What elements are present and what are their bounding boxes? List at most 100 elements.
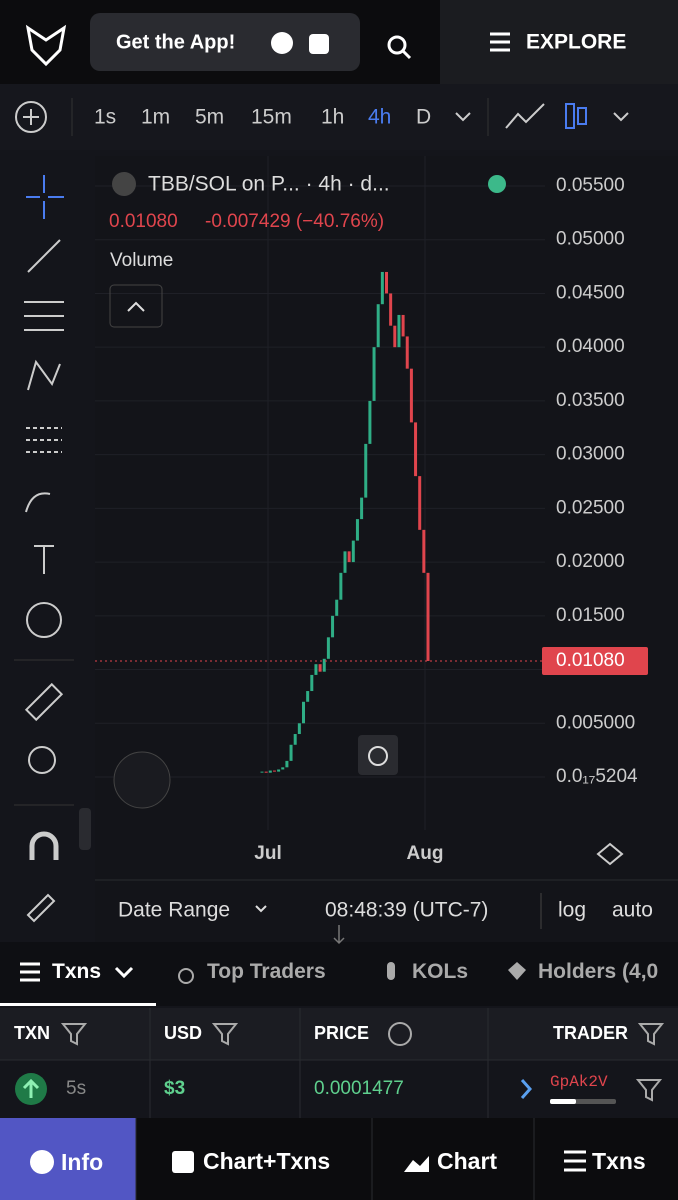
dropdown[interactable] (613, 112, 629, 122)
txn-age: 5s (66, 1078, 87, 1099)
y-tick-label: 0.05500 (556, 175, 625, 196)
magnet-tool[interactable] (29, 831, 59, 860)
candle (360, 497, 364, 520)
candle (351, 540, 355, 563)
interval-button[interactable]: 1m (141, 106, 170, 129)
dropdown (114, 966, 134, 979)
date-bar-bg (95, 880, 678, 942)
candle (397, 314, 401, 348)
auto-toggle[interactable]: auto (612, 899, 653, 922)
candle (376, 304, 380, 348)
projection-tool[interactable] (26, 427, 62, 453)
candle (335, 599, 339, 616)
mic-icon (387, 962, 395, 980)
y-tick-label: 0.005000 (556, 712, 635, 733)
candle (426, 572, 430, 661)
nav-item[interactable]: Chart+Txns (203, 1148, 331, 1174)
filter-icon[interactable] (637, 1023, 665, 1046)
line-tool[interactable] (27, 239, 61, 273)
interval-button[interactable]: 1h (321, 106, 344, 129)
last-price-tag-text: 0.01080 (556, 650, 625, 671)
trophy-icon (178, 968, 194, 984)
crosshair-tool[interactable] (26, 175, 64, 219)
collapse-volume[interactable] (109, 284, 163, 328)
tab[interactable]: KOLs (412, 960, 469, 983)
interval-button[interactable]: 1s (94, 106, 116, 129)
tv-logo[interactable] (113, 751, 171, 809)
get-app-button[interactable] (90, 13, 360, 71)
fib-tool[interactable] (24, 301, 64, 331)
log-toggle[interactable]: log (558, 899, 586, 922)
tab[interactable]: Top Traders (207, 960, 326, 983)
menu-icon (490, 32, 510, 52)
candle (281, 767, 285, 770)
brush-tool[interactable] (25, 492, 51, 513)
interval-button[interactable]: 15m (251, 106, 292, 129)
status-dot (488, 175, 506, 193)
candle (297, 723, 301, 735)
candle-icon[interactable] (565, 103, 575, 129)
nav-item[interactable]: Txns (592, 1148, 646, 1174)
candle (339, 572, 343, 600)
candle (385, 271, 388, 294)
nav-item[interactable]: Info (61, 1149, 104, 1175)
column-header: TRADER (553, 1023, 628, 1043)
filter-icon[interactable] (60, 1023, 88, 1046)
price-toggle[interactable] (388, 1022, 412, 1046)
last-price-tag (542, 646, 648, 675)
line-chart-icon[interactable] (505, 103, 545, 129)
resize-handle[interactable] (333, 925, 345, 945)
dropdown (255, 905, 267, 913)
tab[interactable]: Holders (4,0 (538, 960, 659, 983)
y-tick-label: 0.04500 (556, 282, 625, 303)
usd: $3 (164, 1078, 186, 1099)
volume-label: Volume (110, 250, 173, 271)
emoji-tool[interactable] (26, 602, 62, 638)
x-tick-label: Jul (254, 843, 281, 864)
add-icon[interactable] (15, 101, 47, 133)
search-icon[interactable] (387, 35, 407, 55)
price: 0.0001477 (314, 1078, 404, 1099)
ruler-tool[interactable] (24, 682, 64, 722)
zoom-tool[interactable] (28, 746, 56, 774)
lock-tool[interactable] (26, 893, 56, 923)
candle (405, 336, 409, 369)
date-range[interactable]: Date Range (118, 899, 230, 922)
text-tool[interactable] (34, 545, 54, 574)
logo[interactable] (25, 24, 67, 67)
filter-icon[interactable] (211, 1023, 239, 1046)
filter-icon[interactable] (635, 1079, 663, 1102)
trader[interactable]: GpAk2V (550, 1073, 608, 1091)
dropdown[interactable] (455, 112, 471, 122)
candle (314, 664, 318, 675)
token-icon (112, 172, 136, 196)
active-tab-underline (0, 1003, 156, 1006)
candle (364, 443, 368, 498)
candle (318, 664, 322, 672)
tab[interactable]: Txns (52, 960, 102, 983)
reset-button[interactable] (358, 735, 398, 775)
candle (277, 769, 281, 772)
explore-bg[interactable] (440, 0, 678, 84)
nav-item[interactable]: Chart (437, 1148, 498, 1174)
info-icon (30, 1150, 54, 1174)
candle (331, 615, 335, 638)
candle (322, 658, 326, 672)
collapse-handle[interactable] (79, 808, 91, 850)
pattern-tool[interactable] (27, 359, 61, 391)
interval-button[interactable]: 4h (368, 106, 391, 129)
interval-button[interactable]: D (416, 106, 431, 129)
buy-arrow (22, 1078, 40, 1098)
search-handle (401, 49, 412, 60)
chart-icon (404, 1156, 429, 1172)
candle (302, 701, 305, 724)
interval-button[interactable]: 5m (195, 106, 224, 129)
candle (368, 400, 372, 444)
candle (293, 734, 297, 745)
timezone[interactable]: 08:48:39 (UTC-7) (325, 899, 488, 922)
settings-icon[interactable] (596, 842, 624, 866)
y-tick-label: 0.04000 (556, 336, 625, 357)
tabs-bg (0, 942, 678, 1006)
